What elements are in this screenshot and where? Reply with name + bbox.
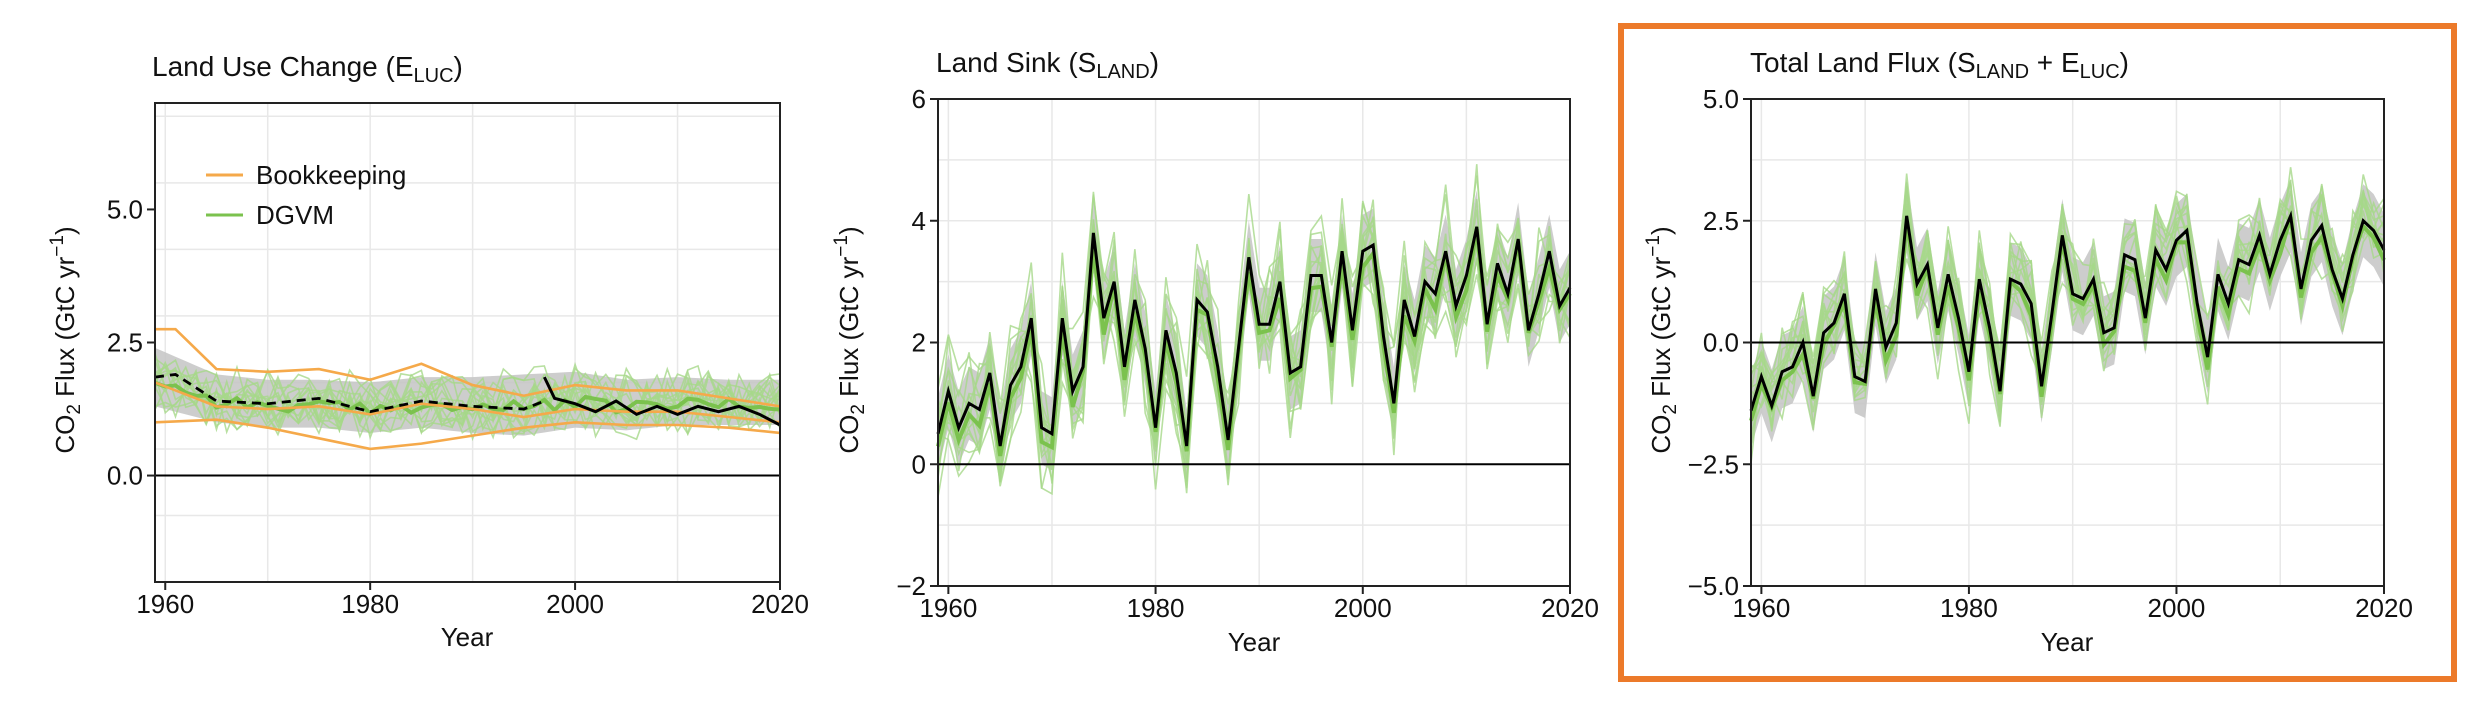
y-tick-label: −2.5 bbox=[1688, 449, 1739, 479]
observed-line bbox=[1749, 210, 2386, 412]
observed-line bbox=[542, 376, 781, 427]
panel-total-title: Total Land Flux (SLAND + ELUC) bbox=[1750, 47, 2129, 83]
x-tick-label: 1960 bbox=[1732, 593, 1790, 623]
panel-luc-xlabel: Year bbox=[441, 622, 494, 652]
panel-sink-axes: 1960 1980 2000 2020 −2 0 2 4 6 bbox=[896, 84, 1599, 623]
panel-luc: Land Use Change (ELUC) 1960 1980 2000 2020 0… bbox=[47, 51, 809, 652]
y-tick-label: 5.0 bbox=[107, 194, 143, 224]
observed-line bbox=[936, 226, 1572, 447]
panel-sink-xlabel: Year bbox=[1228, 627, 1281, 657]
panel-total: Total Land Flux (SLAND + ELUC) 1960 1980 2… bbox=[1643, 47, 2413, 657]
dgvm-model-line bbox=[1750, 190, 2385, 433]
panel-luc-dgvm-lines bbox=[154, 353, 781, 442]
y-tick-label: 2 bbox=[912, 328, 926, 358]
x-tick-label: 2000 bbox=[546, 589, 604, 619]
legend-bookkeeping-label: Bookkeeping bbox=[256, 160, 406, 190]
y-tick-label: 6 bbox=[912, 84, 926, 114]
plot-frame bbox=[154, 102, 781, 583]
x-tick-label: 2000 bbox=[2148, 593, 2206, 623]
x-tick-label: 2020 bbox=[1541, 593, 1599, 623]
x-tick-label: 2020 bbox=[2355, 593, 2413, 623]
panel-sink-title: Land Sink (SLAND) bbox=[936, 47, 1159, 83]
panel-luc-gridlines bbox=[155, 103, 781, 583]
legend-dgvm-label: DGVM bbox=[256, 200, 334, 230]
bookkeeping-mean-dashed-line bbox=[154, 372, 545, 414]
panel-luc-bookkeeping-lines bbox=[154, 327, 781, 451]
x-tick-label: 1980 bbox=[1127, 593, 1185, 623]
panel-luc-legend: Bookkeeping DGVM bbox=[206, 160, 406, 230]
y-tick-label: 0.0 bbox=[1703, 328, 1739, 358]
bookkeeping-line bbox=[154, 381, 781, 424]
y-tick-label: 5.0 bbox=[1703, 84, 1739, 114]
dgvm-model-line bbox=[154, 368, 781, 433]
panel-total-ylabel: CO2 Flux (GtC yr−1) bbox=[1643, 226, 1681, 453]
y-tick-label: 2.5 bbox=[107, 328, 143, 358]
x-tick-label: 1980 bbox=[341, 589, 399, 619]
bookkeeping-line bbox=[155, 327, 781, 408]
x-tick-label: 1960 bbox=[136, 589, 194, 619]
y-tick-label: −5.0 bbox=[1688, 571, 1739, 601]
panel-total-observed-line bbox=[1749, 210, 2386, 412]
panel-total-axes: 1960 1980 2000 2020 −5.0 −2.5 0.0 2.5 5.0 bbox=[1688, 84, 2413, 623]
y-tick-label: 2.5 bbox=[1703, 206, 1739, 236]
x-tick-label: 2000 bbox=[1334, 593, 1392, 623]
panel-luc-axes: 1960 1980 2000 2020 0.0 2.5 5.0 bbox=[107, 102, 809, 619]
panel-sink-ylabel: CO2 Flux (GtC yr−1) bbox=[831, 226, 869, 453]
bookkeeping-line bbox=[154, 418, 781, 451]
x-tick-label: 1980 bbox=[1940, 593, 1998, 623]
panel-luc-ylabel: CO2 Flux (GtC yr−1) bbox=[47, 226, 85, 453]
y-tick-label: 0 bbox=[912, 449, 926, 479]
y-tick-label: 4 bbox=[912, 206, 926, 236]
panel-total-xlabel: Year bbox=[2041, 627, 2094, 657]
dgvm-mean-line bbox=[936, 228, 1572, 457]
dgvm-model-line bbox=[1750, 195, 2385, 423]
panel-luc-title: Land Use Change (ELUC) bbox=[152, 51, 463, 87]
y-tick-label: 0.0 bbox=[107, 461, 143, 491]
x-tick-label: 1960 bbox=[919, 593, 977, 623]
x-tick-label: 2020 bbox=[751, 589, 809, 619]
highlight-frame bbox=[1618, 23, 2457, 682]
panel-sink: Land Sink (SLAND) 1960 1980 2000 2020 −2 0 2 4 6… bbox=[831, 47, 1599, 657]
y-tick-label: −2 bbox=[896, 571, 926, 601]
panel-sink-observed-line bbox=[936, 226, 1572, 447]
panel-luc-observed-line bbox=[542, 376, 781, 427]
dgvm-model-line bbox=[154, 373, 781, 436]
